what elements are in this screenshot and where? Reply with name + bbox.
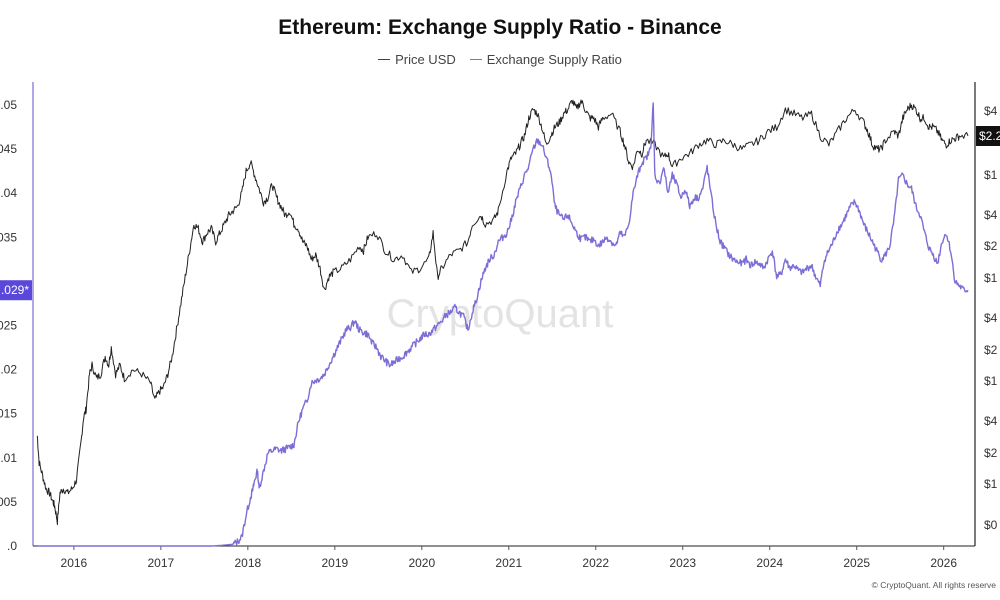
current-ratio-badge (0, 280, 32, 301)
legend-item-price[interactable]: Price USD (378, 52, 456, 67)
y-right-tick-label: $4 (984, 104, 998, 118)
y-right-tick-label: $1 (984, 374, 998, 388)
y-right-tick-label: $4 (984, 414, 998, 428)
watermark: CryptoQuant (387, 292, 614, 336)
price-series (36, 99, 969, 526)
copyright-credit: © CryptoQuant. All rights reserve (871, 580, 996, 590)
y-right-tick-label: $2 (984, 446, 998, 460)
legend-item-ratio[interactable]: Exchange Supply Ratio (469, 52, 622, 67)
y-right-tick-label: $2 (984, 343, 998, 357)
y-left-tick-label: .04 (0, 186, 17, 200)
y-left-tick-label: .02 (0, 363, 17, 377)
x-tick-label: 2019 (321, 556, 348, 570)
y-left-tick-label: .015 (0, 407, 17, 421)
current-ratio-label: .029* (1, 283, 29, 297)
x-tick-label: 2021 (495, 556, 522, 570)
y-right-tick-label: $1 (984, 271, 998, 285)
y-right-tick-label: $2 (984, 239, 998, 253)
exchange-supply-ratio-series (37, 102, 969, 547)
x-tick-label: 2024 (756, 556, 783, 570)
y-right-tick-label: $0 (984, 518, 998, 532)
x-tick-label: 2022 (582, 556, 609, 570)
y-right-tick-label: $4 (984, 311, 998, 325)
legend: Price USD Exchange Supply Ratio (0, 52, 1000, 67)
x-tick-label: 2017 (148, 556, 175, 570)
y-left-tick-label: .045 (0, 142, 17, 156)
legend-label-price: Price USD (395, 52, 456, 67)
y-left-tick-label: .05 (0, 98, 17, 112)
current-price-badge (976, 126, 1000, 146)
y-left-tick-label: .01 (0, 451, 17, 465)
x-tick-label: 2020 (408, 556, 435, 570)
x-tick-label: 2023 (669, 556, 696, 570)
series-line (37, 102, 969, 547)
y-left-tick-label: .025 (0, 319, 17, 333)
y-right-tick-label: $1 (984, 477, 998, 491)
y-right-tick-label: $1 (984, 168, 998, 182)
x-tick-label: 2025 (843, 556, 870, 570)
x-tick-label: 2018 (234, 556, 261, 570)
y-left-tick-label: .035 (0, 230, 17, 244)
y-right-tick-label: $4 (984, 208, 998, 222)
legend-swatch-ratio (469, 59, 482, 60)
y-left-tick-label: .005 (0, 495, 17, 509)
y-left-tick-label: .0 (7, 539, 17, 553)
legend-label-ratio: Exchange Supply Ratio (486, 52, 622, 67)
legend-swatch-price (378, 59, 391, 60)
chart-title: Ethereum: Exchange Supply Ratio - Binanc… (278, 16, 722, 39)
series-line (36, 99, 969, 526)
x-tick-label: 2016 (61, 556, 88, 570)
axis-labels: 2016 2017 2018 2019 2020 2021 2022 2023 2024 2025… (0, 98, 1000, 570)
x-tick-label: 2026 (930, 556, 957, 570)
current-price-label: $2.2 (979, 129, 1000, 143)
